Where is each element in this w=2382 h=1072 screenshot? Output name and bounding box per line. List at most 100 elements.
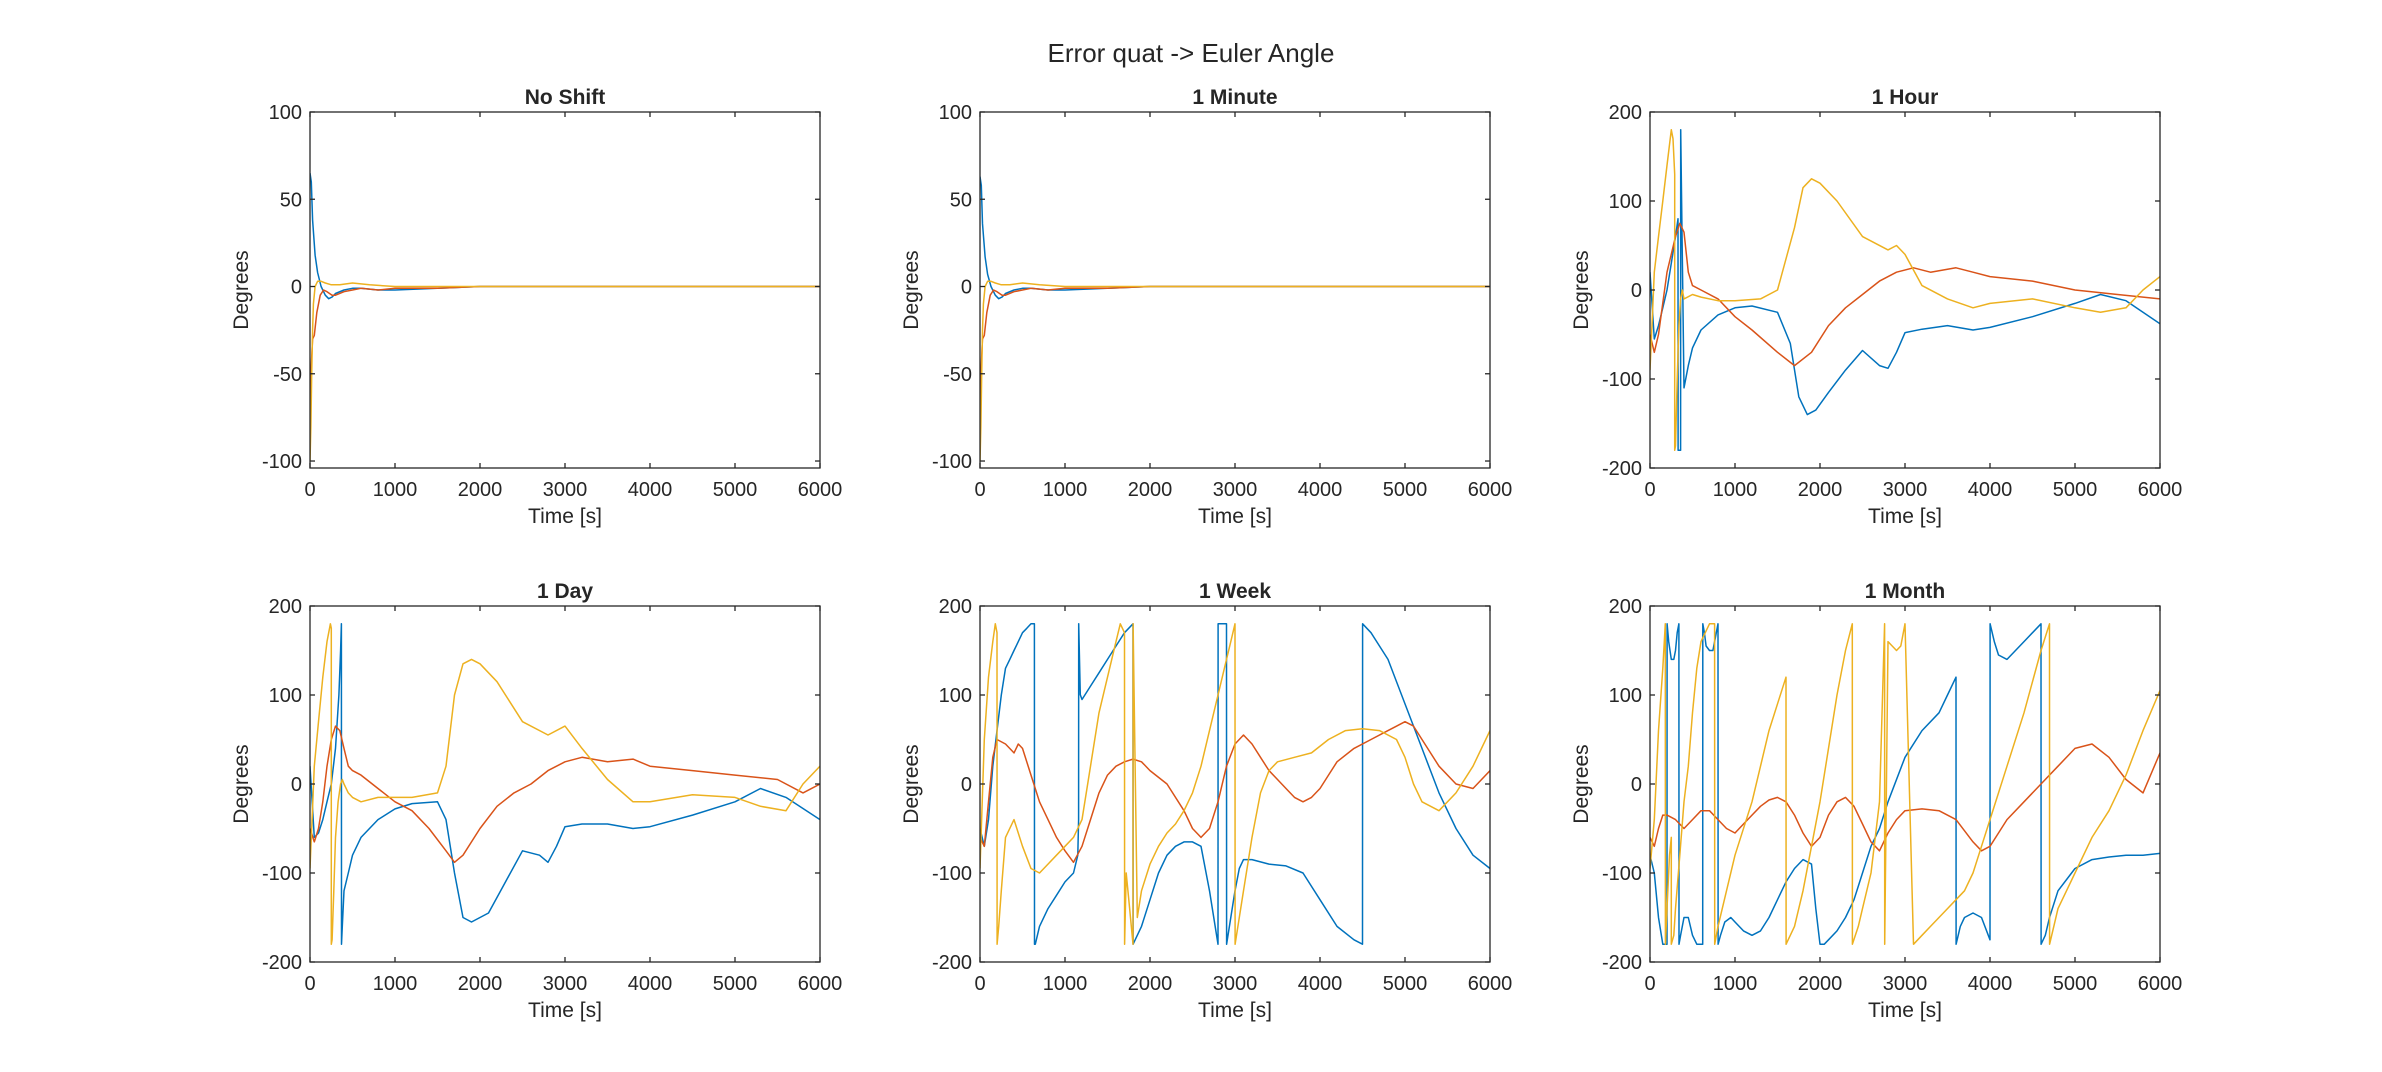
y-tick-label: 100 [269, 102, 302, 124]
subplot-title: 1 Week [1199, 580, 1271, 603]
x-axis-label: Time [s] [528, 505, 602, 528]
x-tick-label: 5000 [2053, 479, 2098, 501]
y-tick-label: -100 [262, 863, 302, 885]
subplot-1: 0 1000 2000 3000 4000 5000 6000 -100 -50 0 50 100 No… [230, 86, 842, 528]
y-axis-label: Degrees [1570, 744, 1593, 823]
x-tick-label: 0 [974, 973, 985, 995]
subplot-2: 0 1000 2000 3000 4000 5000 6000 -100 -50 0 50 100 1 … [900, 86, 1512, 528]
plot-area [1650, 129, 2160, 451]
x-tick-label: 3000 [543, 479, 588, 501]
x-tick-label: 2000 [1128, 973, 1173, 995]
figure-title: Error quat -> Euler Angle [1048, 38, 1335, 68]
y-tick-label: 200 [269, 596, 302, 618]
x-tick-label: 4000 [1298, 973, 1343, 995]
axes-box [1649, 605, 2161, 963]
series-line-2 [310, 285, 820, 435]
subplot-title: 1 Hour [1872, 86, 1939, 109]
series-line-2 [980, 285, 1490, 435]
subplot-4: 0 1000 2000 3000 4000 5000 6000 -200 -100 0 100 200… [230, 580, 842, 1022]
series-line-1 [310, 623, 820, 945]
y-tick-label: 200 [1609, 102, 1642, 124]
x-tick-label: 2000 [1798, 479, 1843, 501]
subplot-title: 1 Minute [1192, 86, 1277, 109]
y-tick-label: 0 [291, 774, 302, 796]
subplot-grid: 0 1000 2000 3000 4000 5000 6000-100-50050100No… [230, 86, 2182, 1022]
plot-area [310, 623, 820, 945]
series-line-3 [980, 623, 1490, 945]
y-tick-label: -100 [932, 863, 972, 885]
x-tick-label: 3000 [1883, 479, 1928, 501]
subplot-5: 0 1000 2000 3000 4000 5000 6000 -200 -100 0 100 200… [900, 580, 1512, 1022]
y-axis-label: Degrees [900, 744, 923, 823]
x-axis-label: Time [s] [528, 999, 602, 1022]
y-tick-label: -200 [1602, 458, 1642, 480]
x-tick-label: 6000 [1468, 973, 1513, 995]
x-tick-label: 3000 [1213, 479, 1258, 501]
y-axis-label: Degrees [230, 250, 253, 329]
x-tick-label: 5000 [713, 479, 758, 501]
x-tick-label: 2000 [1128, 479, 1173, 501]
y-tick-label: 100 [939, 102, 972, 124]
x-tick-label: 3000 [543, 973, 588, 995]
y-axis-label: Degrees [1570, 250, 1593, 329]
y-tick-label: 100 [269, 685, 302, 707]
x-tick-label: 0 [1644, 973, 1655, 995]
y-tick-label: -200 [1602, 952, 1642, 974]
x-tick-label: 4000 [628, 479, 673, 501]
x-tick-label: 4000 [628, 973, 673, 995]
x-tick-label: 6000 [1468, 479, 1513, 501]
y-tick-label: 0 [961, 277, 972, 299]
x-tick-label: 1000 [1713, 973, 1758, 995]
series-line-2 [1650, 222, 2160, 367]
subplot-6: 0 1000 2000 3000 4000 5000 6000 -200 -100 0 100 200… [1570, 580, 2182, 1022]
x-tick-label: 2000 [1798, 973, 1843, 995]
plot-area [980, 623, 1490, 945]
y-tick-label: 50 [950, 189, 972, 211]
x-tick-label: 1000 [373, 973, 418, 995]
x-tick-label: 6000 [798, 479, 843, 501]
y-tick-label: 100 [939, 685, 972, 707]
x-tick-label: 1000 [1043, 973, 1088, 995]
y-tick-label: -100 [1602, 369, 1642, 391]
x-tick-label: 6000 [798, 973, 843, 995]
x-tick-label: 5000 [1383, 973, 1428, 995]
y-tick-label: 0 [961, 774, 972, 796]
x-tick-label: 5000 [1383, 479, 1428, 501]
series-line-3 [310, 623, 820, 945]
y-tick-label: 100 [1609, 685, 1642, 707]
y-tick-label: -50 [273, 364, 302, 386]
y-tick-label: 0 [291, 277, 302, 299]
x-tick-label: 1000 [1043, 479, 1088, 501]
series-line-2 [310, 725, 820, 864]
subplot-title: 1 Day [537, 580, 593, 603]
x-tick-label: 0 [974, 479, 985, 501]
y-tick-label: 100 [1609, 191, 1642, 213]
plot-area [310, 172, 820, 462]
x-tick-label: 0 [304, 479, 315, 501]
x-tick-label: 1000 [373, 479, 418, 501]
x-tick-label: 0 [1644, 479, 1655, 501]
y-tick-label: -100 [262, 451, 302, 473]
x-tick-label: 1000 [1713, 479, 1758, 501]
series-line-3 [1650, 129, 2160, 451]
y-tick-label: -100 [1602, 863, 1642, 885]
x-tick-label: 5000 [2053, 973, 2098, 995]
series-line-1 [980, 176, 1490, 300]
subplot-title: 1 Month [1865, 580, 1945, 603]
subplot-3: 0 1000 2000 3000 4000 5000 6000 -200 -100 0 100 200… [1570, 86, 2182, 528]
y-axis-label: Degrees [900, 250, 923, 329]
series-line-2 [980, 720, 1490, 864]
x-tick-label: 5000 [713, 973, 758, 995]
y-tick-label: 50 [280, 189, 302, 211]
x-tick-label: 4000 [1298, 479, 1343, 501]
x-tick-label: 3000 [1213, 973, 1258, 995]
y-tick-label: 0 [1631, 280, 1642, 302]
x-tick-label: 6000 [2138, 479, 2183, 501]
series-line-1 [1650, 129, 2160, 451]
x-tick-label: 0 [304, 973, 315, 995]
y-tick-label: -100 [932, 451, 972, 473]
x-axis-label: Time [s] [1198, 505, 1272, 528]
x-tick-label: 2000 [458, 479, 503, 501]
x-axis-label: Time [s] [1868, 505, 1942, 528]
